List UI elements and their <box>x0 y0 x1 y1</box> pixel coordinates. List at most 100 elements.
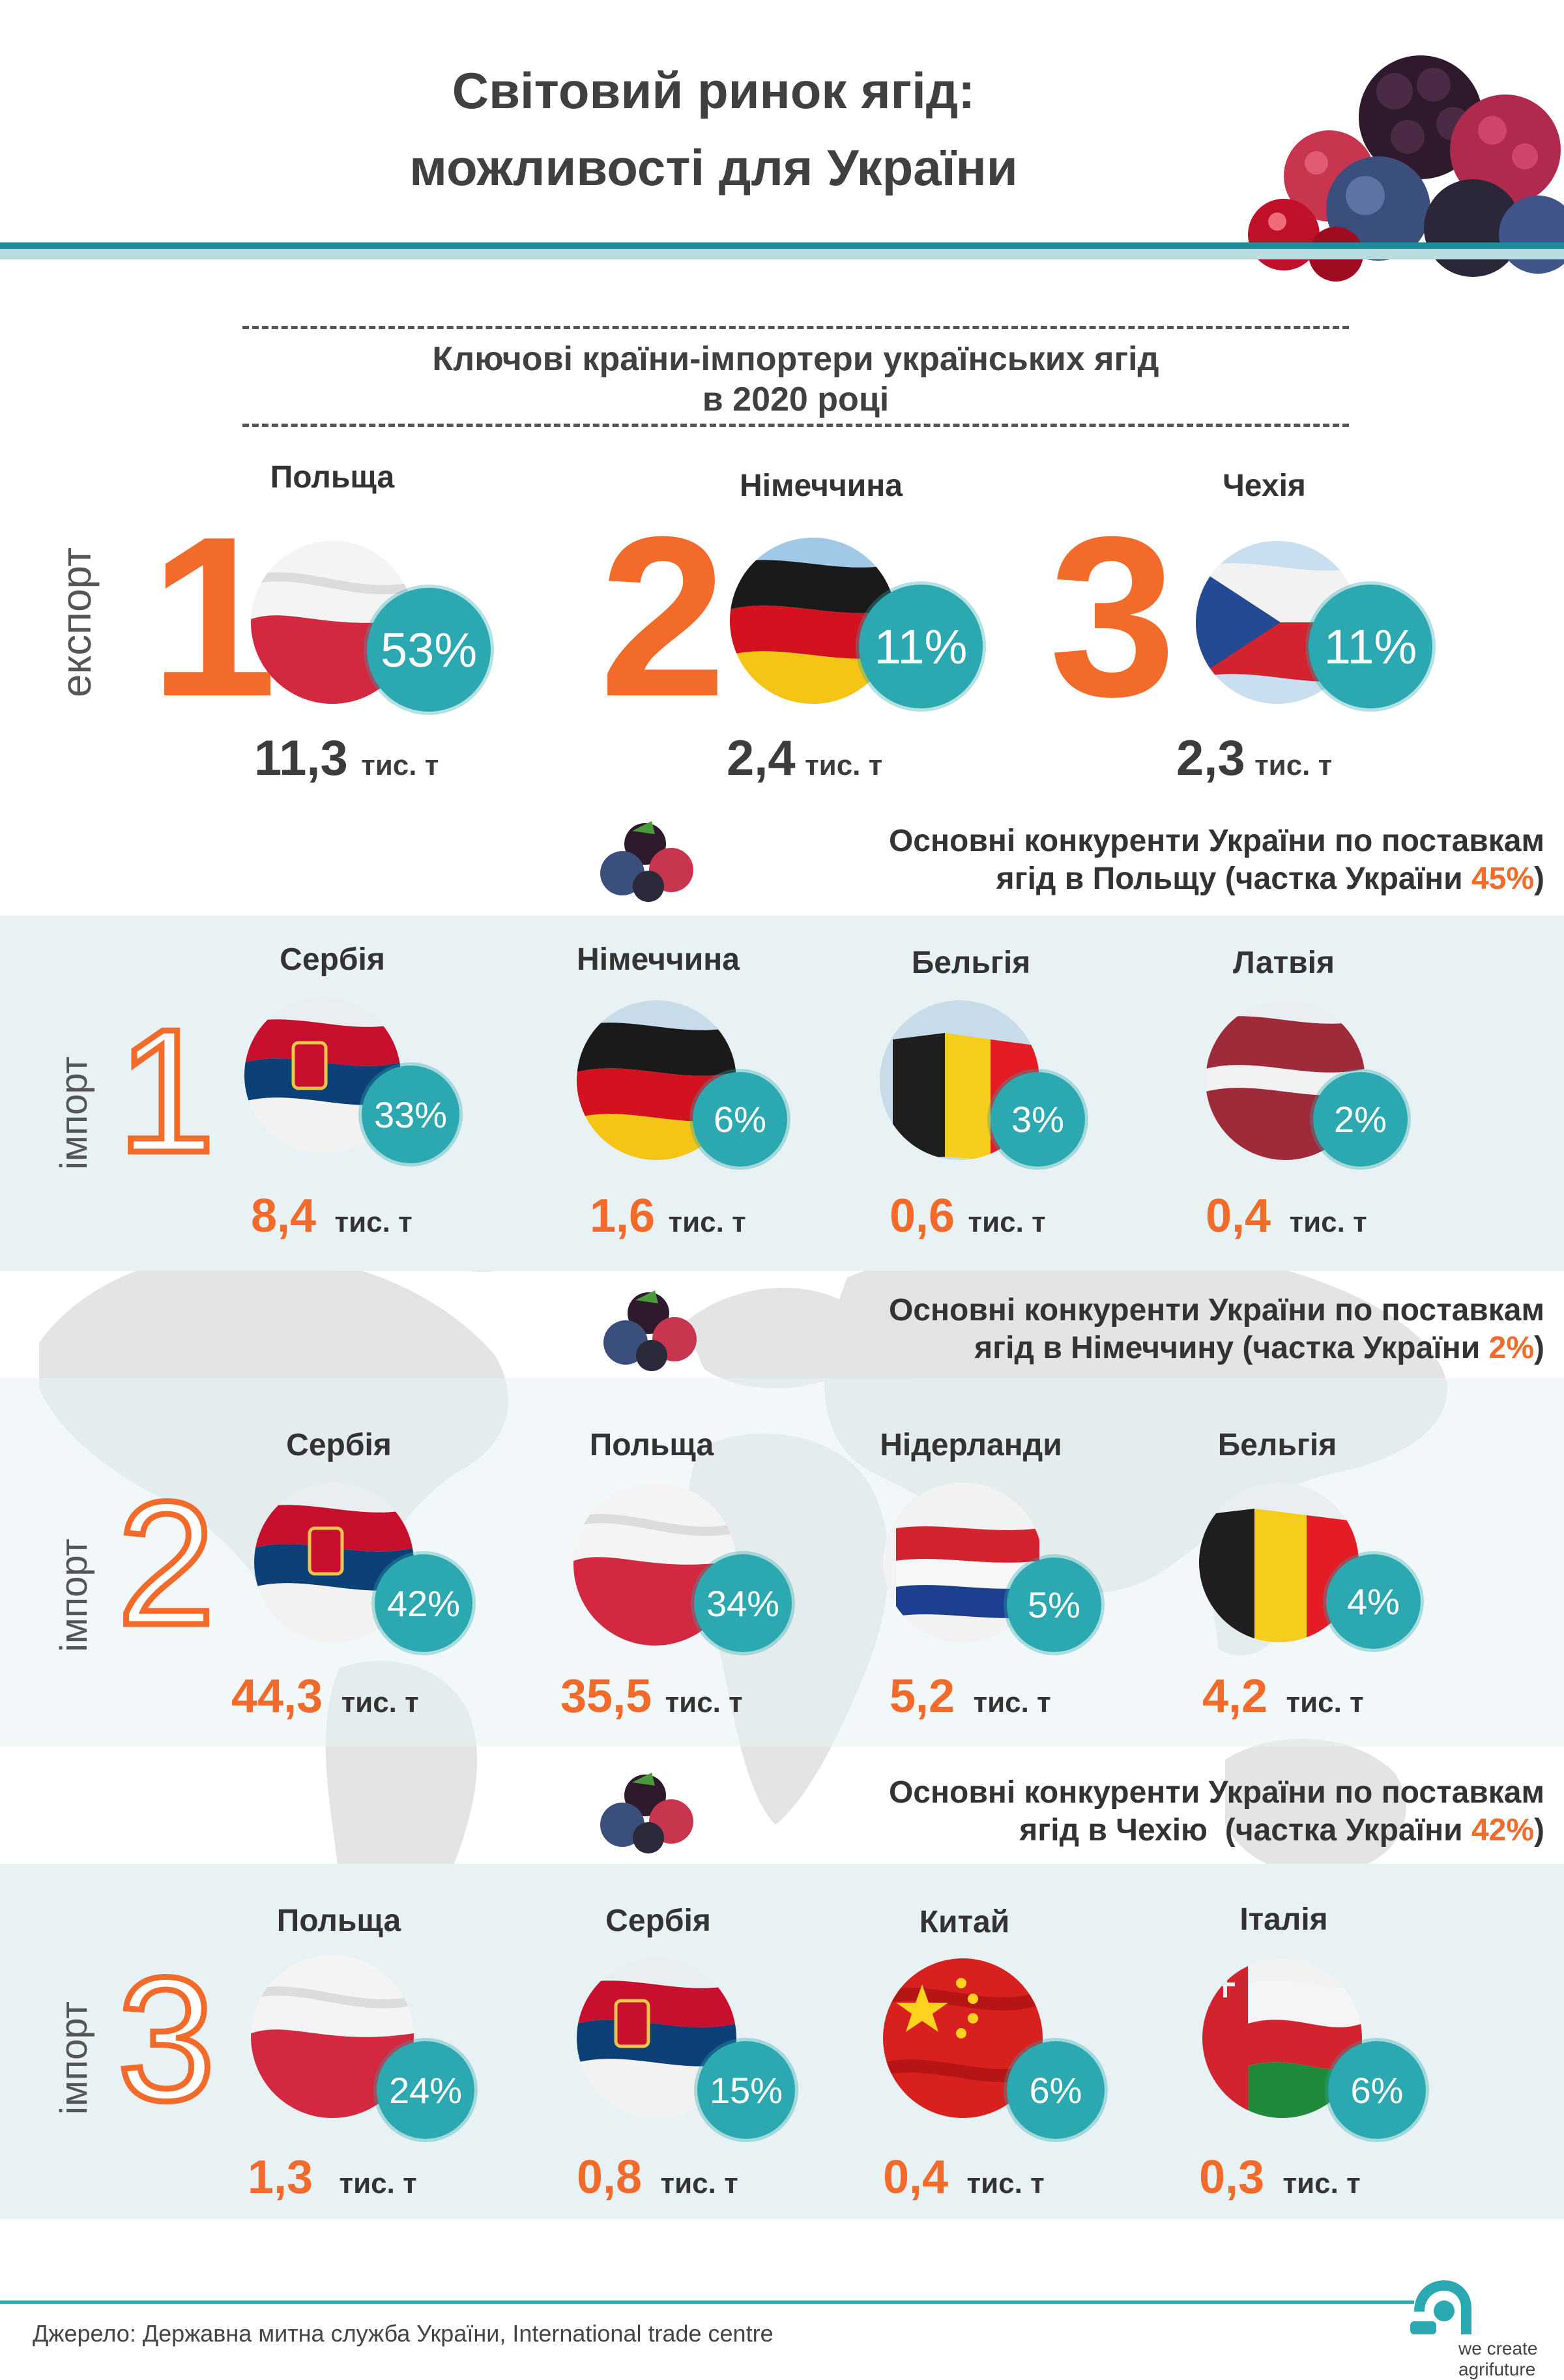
import-1-heading-line-1: Основні конкуренти України по поставкам <box>888 824 1544 858</box>
export-share-3: 11% <box>1309 585 1432 708</box>
import-2-country-3: Нідерланди <box>880 1428 1062 1462</box>
footer-divider <box>0 2300 1414 2304</box>
header-divider-light <box>0 249 1564 259</box>
export-share-1: 53% <box>367 588 491 712</box>
dashed-divider-bottom <box>242 424 1349 427</box>
import-2-rank: 2 <box>114 1466 218 1662</box>
import-1-side-label: імпорт <box>53 1056 95 1170</box>
header-divider <box>0 242 1564 249</box>
import-2-country-2: Польща <box>589 1428 714 1462</box>
import-1-country-4: Латвія <box>1233 946 1335 980</box>
import-2-ukraine-share: 2% <box>1488 1331 1535 1365</box>
import-3-rank: 3 <box>114 1941 218 2138</box>
export-value-number-3: 2,3 <box>1176 731 1245 786</box>
export-section-title: Ключові країни-імпортери українських ягі… <box>242 339 1349 420</box>
import-3-value-number-1: 1,3 <box>248 2151 313 2203</box>
export-value-unit-2: тис. т <box>805 749 883 781</box>
import-1-value-unit-3: тис. т <box>968 1206 1046 1238</box>
export-country-3: Чехія <box>1223 469 1306 503</box>
import-2-value-unit-2: тис. т <box>665 1687 743 1719</box>
import-2-value-number-3: 5,2 <box>890 1670 955 1722</box>
import-2-heading-line-1: Основні конкуренти України по поставкам <box>888 1293 1544 1328</box>
dashed-divider-top <box>242 326 1349 329</box>
berries-small-icon <box>600 1773 693 1853</box>
import-1-value-3: 0,6 тис. т <box>890 1189 1046 1243</box>
import-3-ukraine-share: 42% <box>1471 1813 1535 1848</box>
import-1-heading-text: ягід в Польщу (частка України <box>996 862 1471 896</box>
import-3-share-1: 24% <box>377 2041 474 2139</box>
import-2-side-label: імпорт <box>53 1539 95 1652</box>
import-3-heading-line-1: Основні конкуренти України по поставкам <box>888 1775 1544 1810</box>
import-3-share-3: 6% <box>1007 2041 1105 2139</box>
export-rank-2: 2 <box>600 489 727 744</box>
export-value-unit-1: тис. т <box>361 749 439 781</box>
import-3-heading: Основні конкуренти України по поставкам … <box>889 1774 1544 1850</box>
import-2-value-2: 35,5 тис. т <box>560 1670 743 1723</box>
import-3-value-number-2: 0,8 <box>577 2151 643 2203</box>
export-country-2: Німеччина <box>740 469 903 503</box>
export-share-2: 11% <box>859 585 983 708</box>
import-3-heading-line-2: ягід в Чехію (частка України 42%) <box>889 1812 1544 1850</box>
import-2-share-4: 4% <box>1326 1554 1421 1649</box>
import-2-heading: Основні конкуренти України по поставкам … <box>889 1292 1544 1367</box>
import-1-value-number-1: 8,4 <box>251 1190 317 1242</box>
italy-flag-icon <box>1202 1958 1362 2118</box>
import-2-share-3: 5% <box>1007 1558 1101 1652</box>
import-2-share-2: 34% <box>694 1554 792 1652</box>
import-3-value-number-4: 0,3 <box>1199 2151 1265 2203</box>
export-value-number-2: 2,4 <box>727 731 796 786</box>
berries-small-icon <box>603 1290 697 1371</box>
import-3-heading-close: ) <box>1534 1813 1544 1848</box>
title-line-1: Світовий ринок ягід: <box>452 62 976 119</box>
import-3-value-4: 0,3 тис. т <box>1199 2151 1361 2204</box>
import-1-value-number-3: 0,6 <box>890 1190 955 1242</box>
import-3-country-1: Польща <box>276 1904 401 1938</box>
serbia-flag-icon <box>577 1958 736 2118</box>
import-2-value-3: 5,2 тис. т <box>890 1670 1051 1723</box>
import-3-side-label: імпорт <box>53 2001 95 2115</box>
import-2-share-1: 42% <box>375 1554 472 1652</box>
import-3-value-number-3: 0,4 <box>883 2151 949 2203</box>
import-1-country-3: Бельгія <box>911 946 1031 980</box>
export-country-1: Польща <box>270 460 395 495</box>
import-2-country-4: Бельгія <box>1217 1428 1337 1462</box>
import-3-value-unit-2: тис. т <box>660 2168 738 2199</box>
import-1-value-number-2: 1,6 <box>590 1190 656 1242</box>
export-value-unit-3: тис. т <box>1254 749 1333 781</box>
import-3-value-2: 0,8 тис. т <box>577 2151 738 2204</box>
company-logo-icon <box>1410 2280 1471 2334</box>
import-2-heading-close: ) <box>1534 1331 1544 1365</box>
export-value-number-1: 11,3 <box>254 731 348 786</box>
netherlands-flag-icon <box>883 1483 1043 1642</box>
import-1-value-unit-1: тис. т <box>334 1206 413 1238</box>
import-2-value-1: 44,3 тис. т <box>231 1670 419 1723</box>
export-side-label: експорт <box>53 547 100 697</box>
title-line-2: можливості для України <box>409 139 1018 196</box>
import-2-heading-line-2: ягід в Німеччину (частка України 2%) <box>889 1329 1544 1367</box>
import-3-heading-text: ягід в Чехію (частка України <box>1019 1813 1471 1848</box>
import-3-country-4: Італія <box>1239 1902 1328 1937</box>
import-1-heading-close: ) <box>1534 862 1544 896</box>
import-2-country-1: Сербія <box>286 1428 392 1462</box>
import-1-heading: Основні конкуренти України по поставкам … <box>889 822 1544 898</box>
import-1-heading-line-2: ягід в Польщу (частка України 45%) <box>889 860 1544 898</box>
import-2-value-unit-4: тис. т <box>1286 1687 1364 1719</box>
import-2-value-number-2: 35,5 <box>560 1670 652 1722</box>
import-1-value-number-4: 0,4 <box>1206 1190 1271 1242</box>
import-1-country-2: Німеччина <box>577 942 740 977</box>
export-value-1: 11,3 тис. т <box>254 730 439 787</box>
import-1-ukraine-share: 45% <box>1471 862 1535 896</box>
import-1-rank: 1 <box>114 993 218 1189</box>
import-1-country-1: Сербія <box>280 942 385 977</box>
import-3-value-3: 0,4 тис. т <box>883 2151 1045 2204</box>
import-3-share-2: 15% <box>697 2041 795 2139</box>
import-3-value-unit-4: тис. т <box>1282 2168 1361 2199</box>
import-1-value-1: 8,4 тис. т <box>251 1189 413 1243</box>
import-1-share-1: 33% <box>362 1066 459 1163</box>
page-title: Світовий ринок ягід: можливості для Укра… <box>0 52 1564 206</box>
import-1-value-4: 0,4 тис. т <box>1206 1189 1367 1243</box>
import-2-value-number-1: 44,3 <box>231 1670 323 1722</box>
import-3-value-unit-3: тис. т <box>966 2168 1045 2199</box>
import-1-share-3: 3% <box>991 1072 1085 1167</box>
import-1-share-2: 6% <box>693 1072 787 1167</box>
